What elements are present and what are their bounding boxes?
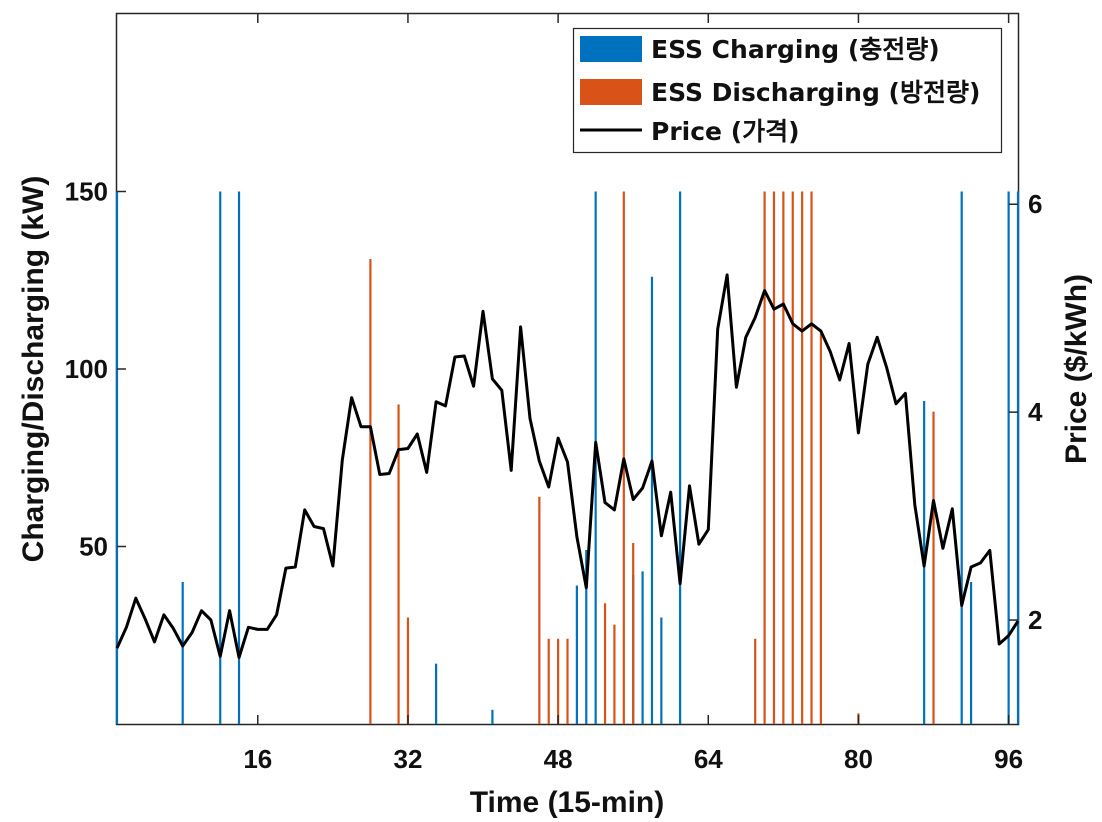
legend-label-price: Price (가격) xyxy=(651,117,800,146)
y-right-tick-label: 4 xyxy=(1028,397,1043,427)
y-left-tick-label: 150 xyxy=(65,177,108,207)
y-left-tick-label: 50 xyxy=(79,532,108,562)
legend: ESS Charging (충전량) ESS Discharging (방전량)… xyxy=(572,27,1003,154)
x-tick-label: 48 xyxy=(544,744,573,774)
y-axis-left-title: Charging/Discharging (kW) xyxy=(17,176,50,563)
x-tick-label: 80 xyxy=(844,744,873,774)
legend-label-charging: ESS Charging (충전량) xyxy=(651,35,940,64)
x-tick-label: 16 xyxy=(243,744,272,774)
x-ticks: 16 32 48 64 80 96 xyxy=(243,14,1023,774)
y-axis-right-title: Price ($/kWh) xyxy=(1060,274,1093,464)
x-axis-title: Time (15-min) xyxy=(470,786,665,819)
x-tick-label: 32 xyxy=(393,744,422,774)
legend-swatch-discharging xyxy=(580,79,642,105)
legend-box xyxy=(572,27,1003,154)
x-tick-label: 64 xyxy=(694,744,723,774)
y-left-tick-label: 100 xyxy=(65,354,108,384)
legend-label-discharging: ESS Discharging (방전량) xyxy=(651,78,980,107)
x-tick-label: 96 xyxy=(994,744,1023,774)
y-ticks-left: 50 100 150 xyxy=(65,177,126,562)
price-line-group xyxy=(115,273,1020,659)
bar-group xyxy=(115,191,1020,724)
price-line xyxy=(115,273,1020,659)
y-right-tick-label: 2 xyxy=(1028,605,1042,635)
y-ticks-right: 2 4 6 xyxy=(1009,189,1043,635)
legend-swatch-charging xyxy=(580,36,642,62)
y-right-tick-label: 6 xyxy=(1028,189,1042,219)
